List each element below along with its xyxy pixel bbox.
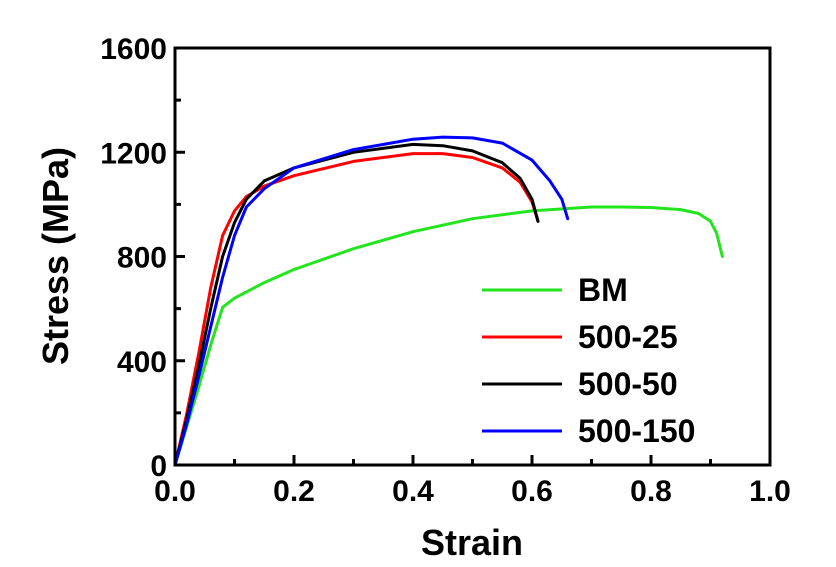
series-line-bm <box>175 205 724 465</box>
legend-label-500-25: 500-25 <box>578 319 678 355</box>
x-tick-label: 0.4 <box>392 475 434 508</box>
x-axis-title: Strain <box>421 522 523 563</box>
tick-labels-layer: 0.0 0.2 0.4 0.6 0.8 1.0 0 400 800 1200 1600 <box>100 33 791 508</box>
plot-frame <box>173 46 772 467</box>
y-tick-label: 0 <box>150 450 167 483</box>
series-layer <box>175 135 724 465</box>
series-line-500-25 <box>175 152 540 465</box>
legend: BM 500-25 500-50 500-150 <box>482 272 695 449</box>
series-line-500-50 <box>175 142 540 465</box>
x-tick-label: 1.0 <box>749 475 791 508</box>
x-tick-label: 0.0 <box>154 475 196 508</box>
y-tick-label: 800 <box>117 242 167 275</box>
legend-label-bm: BM <box>578 272 628 308</box>
x-tick-label: 0.2 <box>273 475 315 508</box>
legend-label-500-50: 500-50 <box>578 366 678 402</box>
y-tick-label: 400 <box>117 346 167 379</box>
x-tick-label: 0.8 <box>630 475 672 508</box>
ticks-layer <box>173 46 772 467</box>
y-tick-label: 1600 <box>100 33 167 66</box>
legend-label-500-150: 500-150 <box>578 413 695 449</box>
y-axis-title: Stress (MPa) <box>35 147 76 365</box>
x-tick-label: 0.6 <box>511 475 553 508</box>
series-line-500-150 <box>175 135 570 465</box>
y-tick-label: 1200 <box>100 137 167 170</box>
